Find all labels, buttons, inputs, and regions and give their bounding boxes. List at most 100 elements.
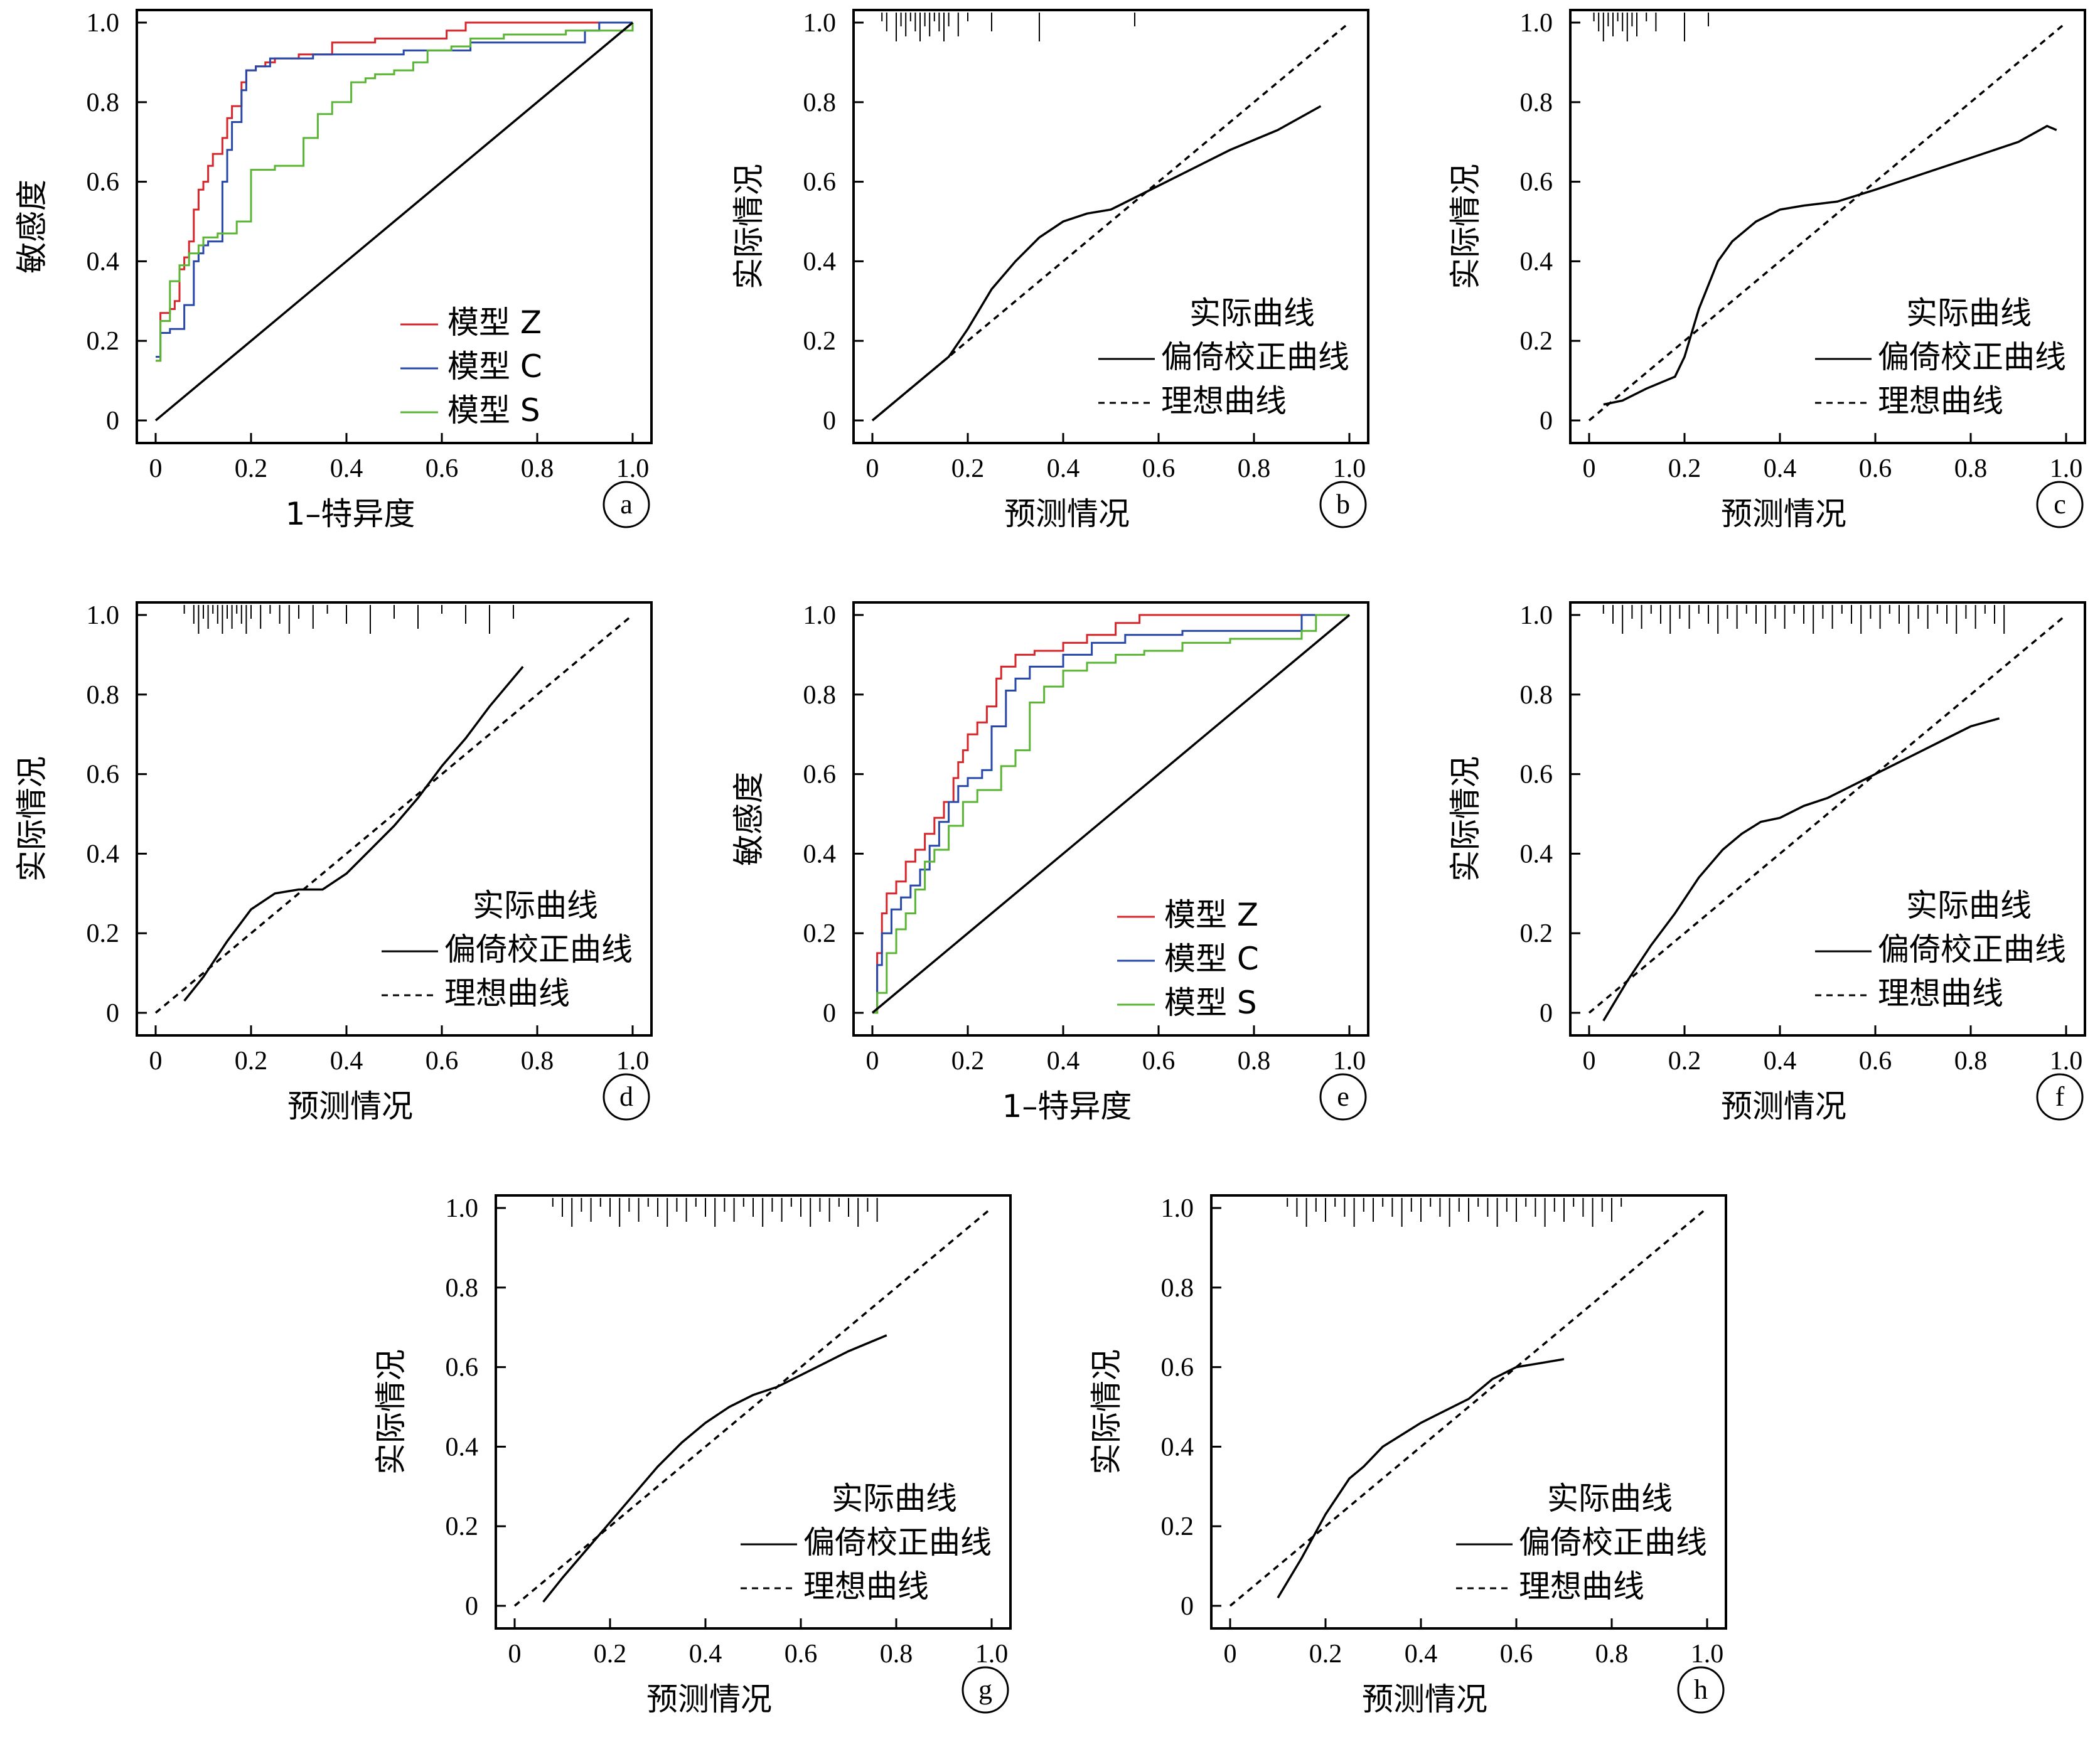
legend-label: 模型 Z	[447, 304, 542, 341]
x-tick-label: 0.8	[1238, 1047, 1271, 1076]
legend-label: 模型 C	[447, 348, 542, 385]
series-model-0	[872, 614, 1349, 1014]
legend-label: 偏倚校正曲线	[803, 1524, 992, 1561]
y-tick-label: 0.6	[1161, 1354, 1194, 1382]
panel-letter-circle	[962, 1666, 1009, 1714]
y-tick-label: 1.0	[87, 9, 120, 38]
x-tick-label: 0	[1583, 454, 1596, 483]
y-tick-label: 0.4	[87, 840, 120, 868]
plot-frame	[136, 9, 653, 444]
x-tick-label: 0	[149, 454, 163, 483]
x-tick-label: 0.2	[235, 454, 268, 483]
y-tick-label: 0.6	[803, 168, 837, 197]
series-curve	[542, 1334, 887, 1603]
series-curve	[183, 666, 524, 1002]
y-axis-label: 实际情况	[1447, 756, 1484, 882]
x-axis-label: 预测情况	[1362, 1681, 1487, 1718]
y-tick-label: 1.0	[1520, 601, 1553, 630]
legend-label: 偏倚校正曲线	[1878, 339, 2066, 375]
panel-a: 0 0 0.2 0.2 0.4 0.4 0.6 0.6 0.8 0.8 1.0 1.0 1–特异度 敏感度…	[14, 9, 653, 532]
panel-letter-circle	[2036, 1073, 2084, 1121]
legend-label: 理想曲线	[803, 1568, 929, 1605]
legend-label: 模型 C	[1164, 941, 1259, 977]
x-tick-label: 0.2	[1668, 454, 1701, 483]
x-tick-label: 0.6	[426, 1047, 459, 1076]
y-tick-label: 0.4	[1520, 247, 1553, 276]
x-tick-label: 0.6	[426, 454, 459, 483]
y-tick-label: 0	[823, 407, 836, 436]
panel-h: 0 0 0.2 0.2 0.4 0.4 0.6 0.6 0.8 0.8 1.0 1.0 预测情况 实际情况…	[1088, 1194, 1727, 1718]
y-axis-label: 实际情况	[731, 164, 767, 289]
panel-letter: d	[619, 1081, 633, 1112]
x-tick-label: 1.0	[1691, 1640, 1724, 1669]
y-tick-label: 0.4	[1161, 1433, 1194, 1461]
series-ideal	[1229, 1207, 1708, 1607]
reference-diagonal	[154, 21, 634, 422]
y-tick-label: 0.2	[1520, 919, 1553, 948]
x-tick-label: 1.0	[1333, 454, 1366, 483]
x-axis-label: 预测情况	[646, 1681, 772, 1718]
y-tick-label: 0.2	[446, 1512, 479, 1541]
series-ideal	[1588, 614, 2067, 1014]
x-tick-label: 0.6	[1142, 1047, 1176, 1076]
panel-letter: h	[1694, 1674, 1708, 1705]
legend-label: 理想曲线	[444, 975, 570, 1012]
plot-frame	[1210, 1194, 1727, 1630]
series-model-1	[872, 614, 1349, 1014]
y-tick-label: 0.2	[803, 327, 837, 356]
series-model-1	[156, 21, 633, 358]
y-tick-label: 0.6	[87, 168, 120, 197]
x-tick-label: 0.6	[1142, 454, 1176, 483]
x-tick-label: 1.0	[2050, 1047, 2083, 1076]
legend-label: 理想曲线	[1878, 975, 2003, 1012]
x-tick-label: 1.0	[616, 1047, 650, 1076]
y-axis-label: 实际情况	[1447, 164, 1484, 289]
plot-frame	[495, 1194, 1012, 1630]
x-tick-label: 1.0	[975, 1640, 1009, 1669]
panel-letter-circle	[1319, 481, 1367, 528]
y-tick-label: 0.8	[803, 681, 837, 710]
legend-title: 实际曲线	[1189, 295, 1315, 331]
y-tick-label: 0.8	[1520, 88, 1553, 117]
series-curve	[1277, 1358, 1565, 1599]
x-tick-label: 0.4	[330, 1047, 363, 1076]
panel-letter: a	[620, 489, 633, 520]
x-tick-label: 0.2	[1309, 1640, 1342, 1669]
x-axis-label: 1–特异度	[286, 496, 415, 532]
y-tick-label: 0.8	[803, 88, 837, 117]
x-tick-label: 0.8	[1954, 454, 1988, 483]
y-tick-label: 0	[823, 999, 836, 1028]
plot-frame	[1569, 9, 2086, 444]
legend-title: 实际曲线	[1906, 887, 2032, 924]
y-tick-label: 0.4	[803, 247, 837, 276]
legend-label: 理想曲线	[1161, 383, 1287, 419]
legend-label: 偏倚校正曲线	[1878, 931, 2066, 968]
x-tick-label: 1.0	[2050, 454, 2083, 483]
x-tick-label: 0	[866, 1047, 879, 1076]
y-tick-label: 1.0	[446, 1194, 479, 1223]
y-tick-label: 0.4	[87, 247, 120, 276]
y-tick-label: 0.6	[1520, 168, 1553, 197]
x-tick-label: 0.6	[785, 1640, 818, 1669]
y-tick-label: 0	[106, 407, 119, 436]
panel-letter: c	[2054, 489, 2066, 520]
x-tick-label: 0.4	[1047, 1047, 1080, 1076]
panel-letter: g	[978, 1674, 992, 1705]
legend-title: 实际曲线	[1906, 295, 2032, 331]
x-axis-label: 预测情况	[287, 1088, 413, 1125]
y-axis-label: 实际情况	[1088, 1349, 1125, 1475]
panel-letter-circle	[1319, 1073, 1367, 1121]
y-tick-label: 0.4	[803, 840, 837, 868]
x-tick-label: 0.8	[1954, 1047, 1988, 1076]
series-curve	[871, 105, 1322, 422]
y-tick-label: 0	[1181, 1592, 1194, 1621]
y-tick-label: 0.2	[1520, 327, 1553, 356]
x-tick-label: 0	[1583, 1047, 1596, 1076]
legend-label: 模型 Z	[1164, 897, 1258, 933]
series-ideal	[871, 21, 1351, 422]
x-tick-label: 0.4	[1764, 1047, 1797, 1076]
x-tick-label: 0.4	[689, 1640, 722, 1669]
y-axis-label: 实际情况	[373, 1349, 409, 1475]
x-axis-label: 预测情况	[1721, 496, 1846, 532]
